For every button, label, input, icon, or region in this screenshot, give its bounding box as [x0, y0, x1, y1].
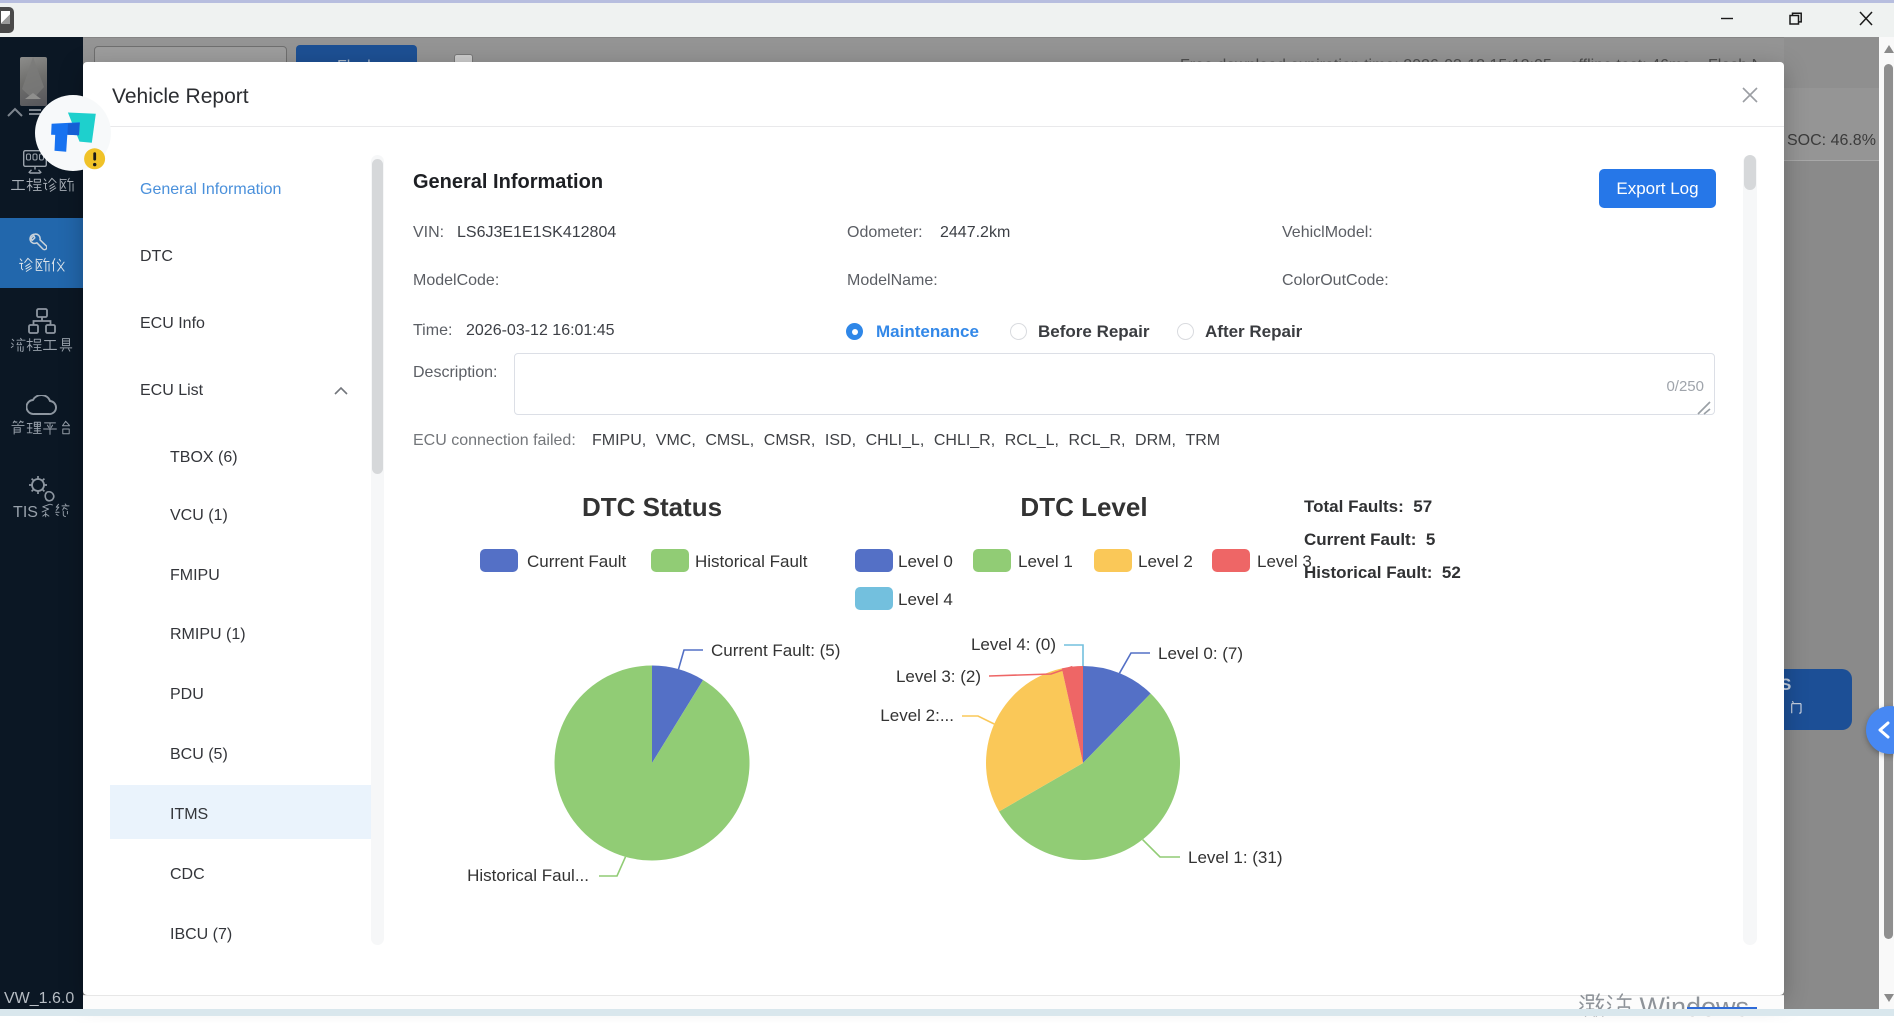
svg-text:Level 2: Level 2: [1138, 552, 1193, 571]
svg-text:Current Fault: Current Fault: [527, 552, 626, 571]
svg-text:Historical Faul...: Historical Faul...: [467, 866, 589, 885]
svg-text:Level 1: Level 1: [1018, 552, 1073, 571]
svg-text:Level 3: (2): Level 3: (2): [896, 667, 981, 686]
svg-text:Level 0: (7): Level 0: (7): [1158, 644, 1243, 663]
svg-text:Current Fault: (5): Current Fault: (5): [711, 641, 840, 660]
svg-text:Level 0: Level 0: [898, 552, 953, 571]
svg-text:Historical Fault: Historical Fault: [695, 552, 808, 571]
svg-text:Level 4: (0): Level 4: (0): [971, 635, 1056, 654]
svg-text:Level 1: (31): Level 1: (31): [1188, 848, 1283, 867]
svg-text:Level 2:...: Level 2:...: [880, 706, 954, 725]
svg-text:Level 3: Level 3: [1257, 552, 1312, 571]
svg-text:Level 4: Level 4: [898, 590, 953, 609]
